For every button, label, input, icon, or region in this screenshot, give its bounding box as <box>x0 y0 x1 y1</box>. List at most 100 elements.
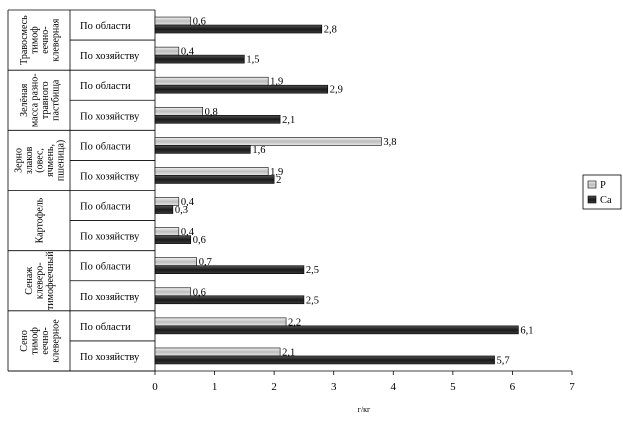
category-label: По хозяйству <box>80 171 140 182</box>
category-label: По области <box>80 81 131 92</box>
plot-frame <box>7 9 156 372</box>
value-labels-layer: 0,62,80,41,51,92,90,82,13,81,61,920,40,3… <box>175 17 534 367</box>
value-label-ca: 2,1 <box>282 115 295 126</box>
group-label: Зернозлаков(овес,ячмень,пшеница) <box>14 140 67 181</box>
bar-ca <box>154 205 174 214</box>
legend-label-p: P <box>600 180 606 191</box>
value-label-p: 0,8 <box>205 107 218 118</box>
group-label-line: Зерно <box>14 148 25 173</box>
group-label-line: тимофеечный <box>45 251 56 310</box>
group-label: Сенотимофеечно-клеверное <box>19 319 62 363</box>
x-tick-label: 4 <box>391 381 397 393</box>
group-label-line: Сено <box>19 330 30 352</box>
group-label: Сенажклеверо-тимофеечный <box>24 251 56 310</box>
value-label-ca: 0,3 <box>175 205 188 216</box>
value-label-ca: 2,8 <box>324 25 337 36</box>
group-label-line: Сенаж <box>24 267 35 295</box>
category-label: По области <box>80 262 131 273</box>
group-label-line: (овес, <box>35 148 46 173</box>
x-tick-label: 3 <box>331 381 337 393</box>
x-tick-label: 2 <box>271 381 277 393</box>
bar-p <box>154 317 287 327</box>
group-label-line: еечно- <box>40 26 51 53</box>
bar-p <box>154 227 180 236</box>
value-label-ca: 6,1 <box>520 325 533 336</box>
x-axis-title: г/кг <box>358 405 371 414</box>
x-tick-label: 6 <box>510 381 516 393</box>
group-label-line: ячмень, <box>45 144 56 177</box>
category-label: По области <box>80 322 131 333</box>
group-label-line: Зелёная <box>19 83 30 117</box>
bar-ca <box>154 84 329 94</box>
bar-ca <box>154 325 519 335</box>
value-label-p: 3,8 <box>383 137 396 148</box>
bar-ca <box>154 235 192 244</box>
legend-swatch-p <box>587 180 597 189</box>
category-label: По области <box>80 202 131 213</box>
group-label-line: злаков <box>24 146 35 174</box>
group-label-line: тимоф <box>29 26 40 54</box>
group-label-line: пастбища <box>50 79 61 121</box>
value-label-p: 0,6 <box>193 17 206 28</box>
x-tick-label: 0 <box>152 381 158 393</box>
category-label: По области <box>80 141 131 152</box>
group-labels-layer: Травосмесьтимофеечно-клеверная Зелёнаямас… <box>14 15 67 363</box>
group-label: Картофель <box>35 197 46 243</box>
bar-ca <box>154 355 495 365</box>
x-tick-label: 7 <box>569 381 575 393</box>
bar-p <box>154 46 180 56</box>
value-label-p: 0,4 <box>181 197 195 208</box>
value-label-ca: 2,5 <box>306 295 319 306</box>
category-label: По хозяйству <box>80 51 140 62</box>
bar-p <box>154 257 198 267</box>
category-label: По области <box>80 21 131 32</box>
bar-p <box>154 137 382 146</box>
x-tick-label: 1 <box>212 381 218 393</box>
category-label: По хозяйству <box>80 111 140 122</box>
value-label-p: 0,6 <box>193 287 206 298</box>
group-label: Травосмесьтимофеечно-клеверная <box>19 15 62 65</box>
bar-ca <box>154 24 323 34</box>
x-axis: 0 1 2 3 4 5 6 7 <box>8 370 575 393</box>
group-label-line: тимоф <box>29 327 40 355</box>
bar-ca <box>154 175 275 184</box>
group-label: Зелёнаямасса разно-травногопастбища <box>19 73 62 127</box>
category-label: По хозяйству <box>80 292 140 303</box>
group-label-line: Картофель <box>35 197 46 243</box>
value-label-p: 1,9 <box>270 167 283 178</box>
value-label-ca: 1,6 <box>252 145 265 156</box>
x-tick-label: 5 <box>450 381 456 393</box>
group-label-line: клеверо- <box>35 262 46 299</box>
legend: P Ca <box>582 174 622 210</box>
value-label-ca: 2,9 <box>330 85 343 96</box>
value-label-p: 0,4 <box>181 47 195 58</box>
group-label-line: травного <box>40 81 51 119</box>
group-label-line: еечно- <box>40 327 51 354</box>
value-label-ca: 2 <box>276 175 281 186</box>
bar-p <box>154 16 192 26</box>
bar-p <box>154 106 203 116</box>
bar-ca <box>154 54 245 64</box>
category-label: По хозяйству <box>80 352 140 363</box>
bar-ca <box>154 114 281 124</box>
category-label: По хозяйству <box>80 232 140 243</box>
bar-ca <box>154 145 251 154</box>
bar-ca <box>154 295 305 305</box>
legend-frame <box>582 174 622 210</box>
legend-label-ca: Ca <box>600 195 612 206</box>
value-label-ca: 0,6 <box>193 235 206 246</box>
bar-p <box>154 167 269 176</box>
group-label-line: Травосмесь <box>19 15 30 65</box>
group-label-line: масса разно- <box>29 73 40 127</box>
value-label-ca: 1,5 <box>246 55 259 66</box>
legend-swatch-ca <box>587 195 597 204</box>
group-label-line: клеверное <box>50 319 61 363</box>
value-label-ca: 5,7 <box>497 355 510 366</box>
bar-p <box>154 287 192 297</box>
bar-p <box>154 76 269 86</box>
bars-layer <box>154 16 519 365</box>
category-labels-layer: По области По хозяйству По области По хозяй… <box>80 21 140 363</box>
value-label-p: 1,9 <box>270 77 283 88</box>
bar-ca <box>154 265 305 275</box>
